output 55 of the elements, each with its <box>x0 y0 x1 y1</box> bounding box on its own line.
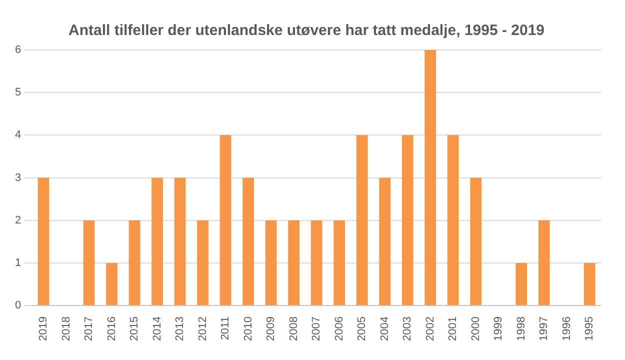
bar <box>38 178 50 306</box>
x-tick-label: 2002 <box>424 316 436 342</box>
bar <box>516 262 528 306</box>
bar <box>584 262 596 306</box>
x-tick-label: 2008 <box>288 316 300 342</box>
bar <box>334 220 346 306</box>
bar <box>470 178 482 306</box>
x-tick-label: 2011 <box>220 316 232 340</box>
x-tick-label: 1998 <box>515 316 528 342</box>
bar <box>242 178 254 306</box>
bar <box>424 50 436 306</box>
y-tick-label: 1 <box>14 256 22 269</box>
x-tick-label: 2009 <box>265 316 278 342</box>
bar <box>197 220 208 306</box>
chart-title: Antall tilfeller der utenlandske utøvere har tatt medalje, 1995 - 2019 <box>68 22 545 40</box>
y-tick-label: 2 <box>14 214 22 226</box>
bar <box>356 135 368 306</box>
x-tick-label: 2007 <box>310 316 323 342</box>
bar <box>538 220 550 306</box>
x-tick-label: 1999 <box>492 316 505 342</box>
x-tick-label: 1997 <box>538 316 550 342</box>
bar <box>174 178 186 306</box>
y-tick-label: 5 <box>14 86 22 99</box>
bar <box>265 220 277 306</box>
bar <box>83 220 95 306</box>
y-tick-label: 3 <box>14 172 22 184</box>
bar <box>152 178 163 306</box>
x-tick-label: 2017 <box>83 316 96 342</box>
y-tick-label: 6 <box>14 44 22 56</box>
y-tick-label: 0 <box>14 300 22 312</box>
bar <box>447 135 459 306</box>
x-tick-label: 2010 <box>242 316 254 342</box>
x-tick-label: 2005 <box>356 316 368 342</box>
y-tick-label: 4 <box>14 129 22 142</box>
bar <box>128 220 140 306</box>
bar <box>379 178 391 306</box>
x-tick-label: 2014 <box>151 316 164 342</box>
x-tick-label: 2006 <box>333 316 346 342</box>
x-tick-label: 1995 <box>584 316 596 342</box>
x-tick-label: 2015 <box>128 316 141 342</box>
bar <box>402 135 414 306</box>
x-tick-label: 2016 <box>106 316 118 342</box>
x-tick-label: 2001 <box>447 316 460 342</box>
x-tick-label: 2000 <box>470 316 482 342</box>
x-tick-label: 2004 <box>378 316 391 342</box>
bar <box>288 220 300 306</box>
bar <box>220 135 232 306</box>
bar <box>106 262 118 306</box>
x-tick-label: 2018 <box>60 316 72 342</box>
x-tick-label: 2012 <box>196 316 209 342</box>
x-tick-label: 2003 <box>402 316 414 342</box>
x-tick-label: 1996 <box>560 316 573 342</box>
x-tick-label: 2019 <box>38 316 50 342</box>
bar <box>310 220 322 306</box>
x-tick-label: 2013 <box>174 316 186 342</box>
